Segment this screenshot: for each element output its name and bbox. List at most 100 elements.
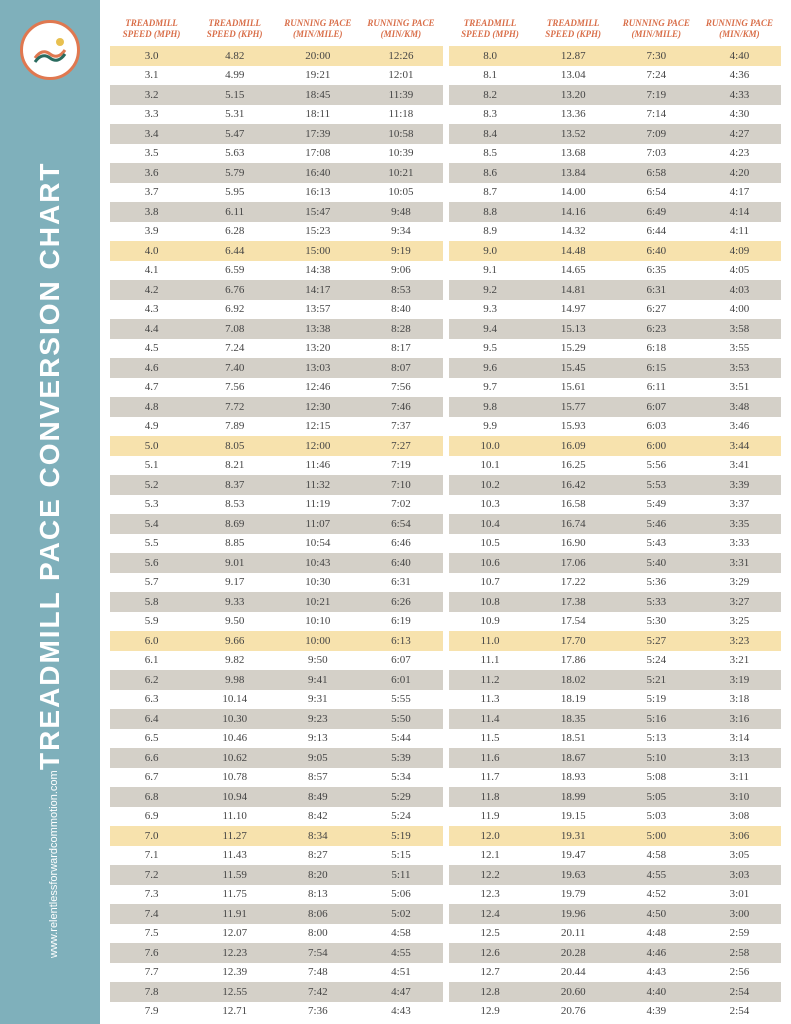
table-cell: 5:05 — [615, 791, 698, 803]
table-cell: 6.76 — [193, 284, 276, 296]
table-cell: 5:00 — [615, 830, 698, 842]
table-cell: 7.5 — [110, 927, 193, 939]
table-cell: 12:46 — [276, 381, 359, 393]
table-row: 12.620.284:462:58 — [449, 943, 782, 963]
table-cell: 8:34 — [276, 830, 359, 842]
table-cell: 10.62 — [193, 752, 276, 764]
table-cell: 2:58 — [698, 947, 781, 959]
table-cell: 4:55 — [359, 947, 442, 959]
table-row: 11.218.025:213:19 — [449, 670, 782, 690]
table-cell: 9:06 — [359, 264, 442, 276]
header-cell: TREADMILLSPEED (KPH) — [532, 12, 615, 46]
table-cell: 6:35 — [615, 264, 698, 276]
table-row: 6.310.149:315:55 — [110, 690, 443, 710]
table-cell: 3:51 — [698, 381, 781, 393]
table-cell: 4.9 — [110, 420, 193, 432]
table-cell: 5.3 — [110, 498, 193, 510]
table-cell: 7:24 — [615, 69, 698, 81]
table-cell: 6.8 — [110, 791, 193, 803]
table-cell: 4.99 — [193, 69, 276, 81]
table-cell: 8.69 — [193, 518, 276, 530]
table-cell: 3:53 — [698, 362, 781, 374]
table-cell: 3.9 — [110, 225, 193, 237]
table-cell: 7:19 — [615, 89, 698, 101]
table-row: 9.715.616:113:51 — [449, 378, 782, 398]
table-cell: 7.7 — [110, 966, 193, 978]
table-cell: 13.84 — [532, 167, 615, 179]
table-cell: 5:44 — [359, 732, 442, 744]
table-cell: 3:39 — [698, 479, 781, 491]
table-cell: 4:48 — [615, 927, 698, 939]
table-row: 7.411.918:065:02 — [110, 904, 443, 924]
table-cell: 3:23 — [698, 635, 781, 647]
table-cell: 3:08 — [698, 810, 781, 822]
table-cell: 11.27 — [193, 830, 276, 842]
table-row: 6.610.629:055:39 — [110, 748, 443, 768]
table-cell: 20.60 — [532, 986, 615, 998]
table-cell: 8.1 — [449, 69, 532, 81]
table-cell: 4:40 — [615, 986, 698, 998]
table-cell: 14.32 — [532, 225, 615, 237]
table-cell: 4:27 — [698, 128, 781, 140]
table-cell: 17.70 — [532, 635, 615, 647]
table-row: 10.516.905:433:33 — [449, 534, 782, 554]
table-cell: 5.0 — [110, 440, 193, 452]
table-cell: 10.9 — [449, 615, 532, 627]
table-cell: 10.78 — [193, 771, 276, 783]
table-cell: 20.28 — [532, 947, 615, 959]
table-cell: 3:10 — [698, 791, 781, 803]
table-cell: 4.4 — [110, 323, 193, 335]
table-row: 10.717.225:363:29 — [449, 573, 782, 593]
table-cell: 8.5 — [449, 147, 532, 159]
table-cell: 15.77 — [532, 401, 615, 413]
table-cell: 8.2 — [449, 89, 532, 101]
table-cell: 13:20 — [276, 342, 359, 354]
table-cell: 4.1 — [110, 264, 193, 276]
table-cell: 6.59 — [193, 264, 276, 276]
header-row: TREADMILLSPEED (MPH)TREADMILLSPEED (KPH)… — [449, 12, 782, 46]
table-cell: 20.11 — [532, 927, 615, 939]
table-row: 7.612.237:544:55 — [110, 943, 443, 963]
table-cell: 10:10 — [276, 615, 359, 627]
table-cell: 4:43 — [359, 1005, 442, 1017]
table-cell: 12:00 — [276, 440, 359, 452]
table-cell: 9.82 — [193, 654, 276, 666]
table-cell: 14.81 — [532, 284, 615, 296]
table-cell: 9.1 — [449, 264, 532, 276]
table-cell: 10.1 — [449, 459, 532, 471]
table-cell: 7:09 — [615, 128, 698, 140]
table-cell: 5:13 — [615, 732, 698, 744]
table-cell: 4:52 — [615, 888, 698, 900]
table-cell: 7:14 — [615, 108, 698, 120]
page: www.relentlessforwardcommotion.com TREAD… — [0, 0, 791, 1024]
table-cell: 13.20 — [532, 89, 615, 101]
table-cell: 16.90 — [532, 537, 615, 549]
table-cell: 18.02 — [532, 674, 615, 686]
table-cell: 4.0 — [110, 245, 193, 257]
table-cell: 10.94 — [193, 791, 276, 803]
table-cell: 16.58 — [532, 498, 615, 510]
table-cell: 5:19 — [615, 693, 698, 705]
table-row: 7.211.598:205:11 — [110, 865, 443, 885]
table-cell: 9.01 — [193, 557, 276, 569]
table-right: TREADMILLSPEED (MPH)TREADMILLSPEED (KPH)… — [449, 12, 782, 1024]
table-row: 11.117.865:243:21 — [449, 651, 782, 671]
table-cell: 19.47 — [532, 849, 615, 861]
table-cell: 12.9 — [449, 1005, 532, 1017]
table-cell: 16.09 — [532, 440, 615, 452]
table-cell: 5:30 — [615, 615, 698, 627]
table-cell: 13.04 — [532, 69, 615, 81]
table-cell: 8:57 — [276, 771, 359, 783]
table-cell: 3:03 — [698, 869, 781, 881]
table-cell: 3.7 — [110, 186, 193, 198]
table-cell: 12.0 — [449, 830, 532, 842]
table-cell: 3.6 — [110, 167, 193, 179]
table-cell: 12.23 — [193, 947, 276, 959]
table-cell: 12.71 — [193, 1005, 276, 1017]
table-cell: 14:17 — [276, 284, 359, 296]
table-row: 11.618.675:103:13 — [449, 748, 782, 768]
table-row: 6.911.108:425:24 — [110, 807, 443, 827]
table-cell: 6.44 — [193, 245, 276, 257]
table-cell: 6:11 — [615, 381, 698, 393]
table-cell: 3.4 — [110, 128, 193, 140]
